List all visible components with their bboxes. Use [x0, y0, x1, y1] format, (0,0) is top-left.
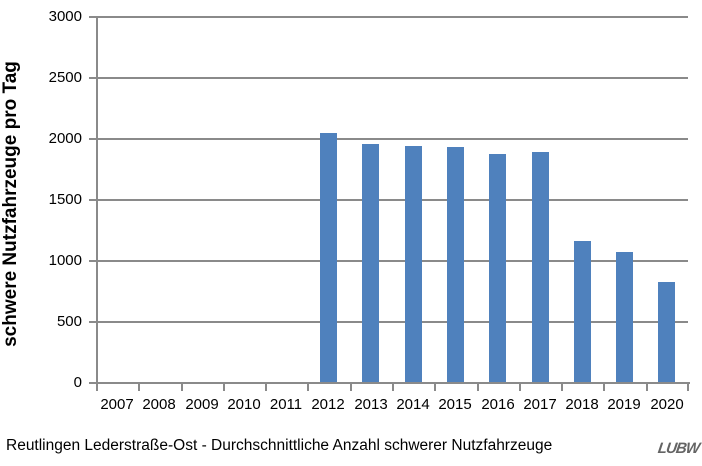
- lubw-logo: LUBW: [656, 440, 701, 457]
- y-tick-label-0: 0: [73, 374, 82, 391]
- x-tick-label-2019: 2019: [607, 396, 641, 413]
- gridline-1000: [96, 260, 688, 262]
- y-tick-label-1500: 1500: [48, 191, 82, 208]
- x-tick-6: [350, 384, 352, 391]
- y-tick-500: [89, 321, 96, 323]
- bar-2020: [658, 282, 675, 382]
- x-tick-label-2017: 2017: [523, 396, 557, 413]
- x-tick-7: [392, 384, 394, 391]
- x-tick-11: [561, 384, 563, 391]
- x-tick-5: [307, 384, 309, 391]
- x-tick-label-2015: 2015: [438, 396, 472, 413]
- gridline-2500: [96, 77, 688, 79]
- x-tick-label-2018: 2018: [565, 396, 599, 413]
- x-tick-label-2008: 2008: [142, 396, 176, 413]
- x-tick-10: [519, 384, 521, 391]
- x-tick-label-2014: 2014: [396, 396, 430, 413]
- x-tick-label-2010: 2010: [227, 396, 261, 413]
- bar-2015: [447, 147, 464, 382]
- y-tick-1000: [89, 260, 96, 262]
- y-tick-label-2000: 2000: [48, 130, 82, 147]
- x-tick-label-2011: 2011: [269, 396, 303, 413]
- x-tick-9: [477, 384, 479, 391]
- bar-2012: [320, 133, 337, 382]
- x-tick-4: [265, 384, 267, 391]
- x-axis-line: [89, 382, 690, 384]
- y-tick-label-500: 500: [56, 313, 82, 330]
- gridline-3000: [96, 16, 688, 18]
- y-tick-label-1000: 1000: [48, 252, 82, 269]
- x-tick-label-2020: 2020: [650, 396, 684, 413]
- x-tick-label-2013: 2013: [354, 396, 388, 413]
- x-tick-label-2012: 2012: [311, 396, 345, 413]
- gridline-2000: [96, 138, 688, 140]
- x-tick-14: [687, 384, 689, 391]
- bar-2017: [532, 152, 549, 382]
- y-tick-1500: [89, 199, 96, 201]
- y-tick-2000: [89, 138, 96, 140]
- y-tick-label-2500: 2500: [48, 69, 82, 86]
- bar-2014: [405, 146, 422, 382]
- bar-2016: [489, 154, 506, 382]
- chart-caption: Reutlingen Lederstraße-Ost - Durchschnit…: [6, 437, 553, 454]
- y-tick-label-3000: 3000: [48, 8, 82, 25]
- bar-2018: [574, 241, 591, 382]
- x-tick-label-2009: 2009: [185, 396, 219, 413]
- x-tick-1: [138, 384, 140, 391]
- gridline-1500: [96, 199, 688, 201]
- x-tick-8: [434, 384, 436, 391]
- x-tick-2: [181, 384, 183, 391]
- x-tick-label-2007: 2007: [100, 396, 134, 413]
- bar-2013: [362, 144, 379, 382]
- y-tick-2500: [89, 77, 96, 79]
- gridline-500: [96, 321, 688, 323]
- x-tick-label-2016: 2016: [481, 396, 515, 413]
- x-tick-13: [646, 384, 648, 391]
- x-tick-12: [603, 384, 605, 391]
- x-tick-3: [223, 384, 225, 391]
- y-axis-line: [96, 17, 98, 391]
- y-tick-3000: [89, 16, 96, 18]
- bar-2019: [616, 252, 633, 382]
- x-tick-0: [96, 384, 98, 391]
